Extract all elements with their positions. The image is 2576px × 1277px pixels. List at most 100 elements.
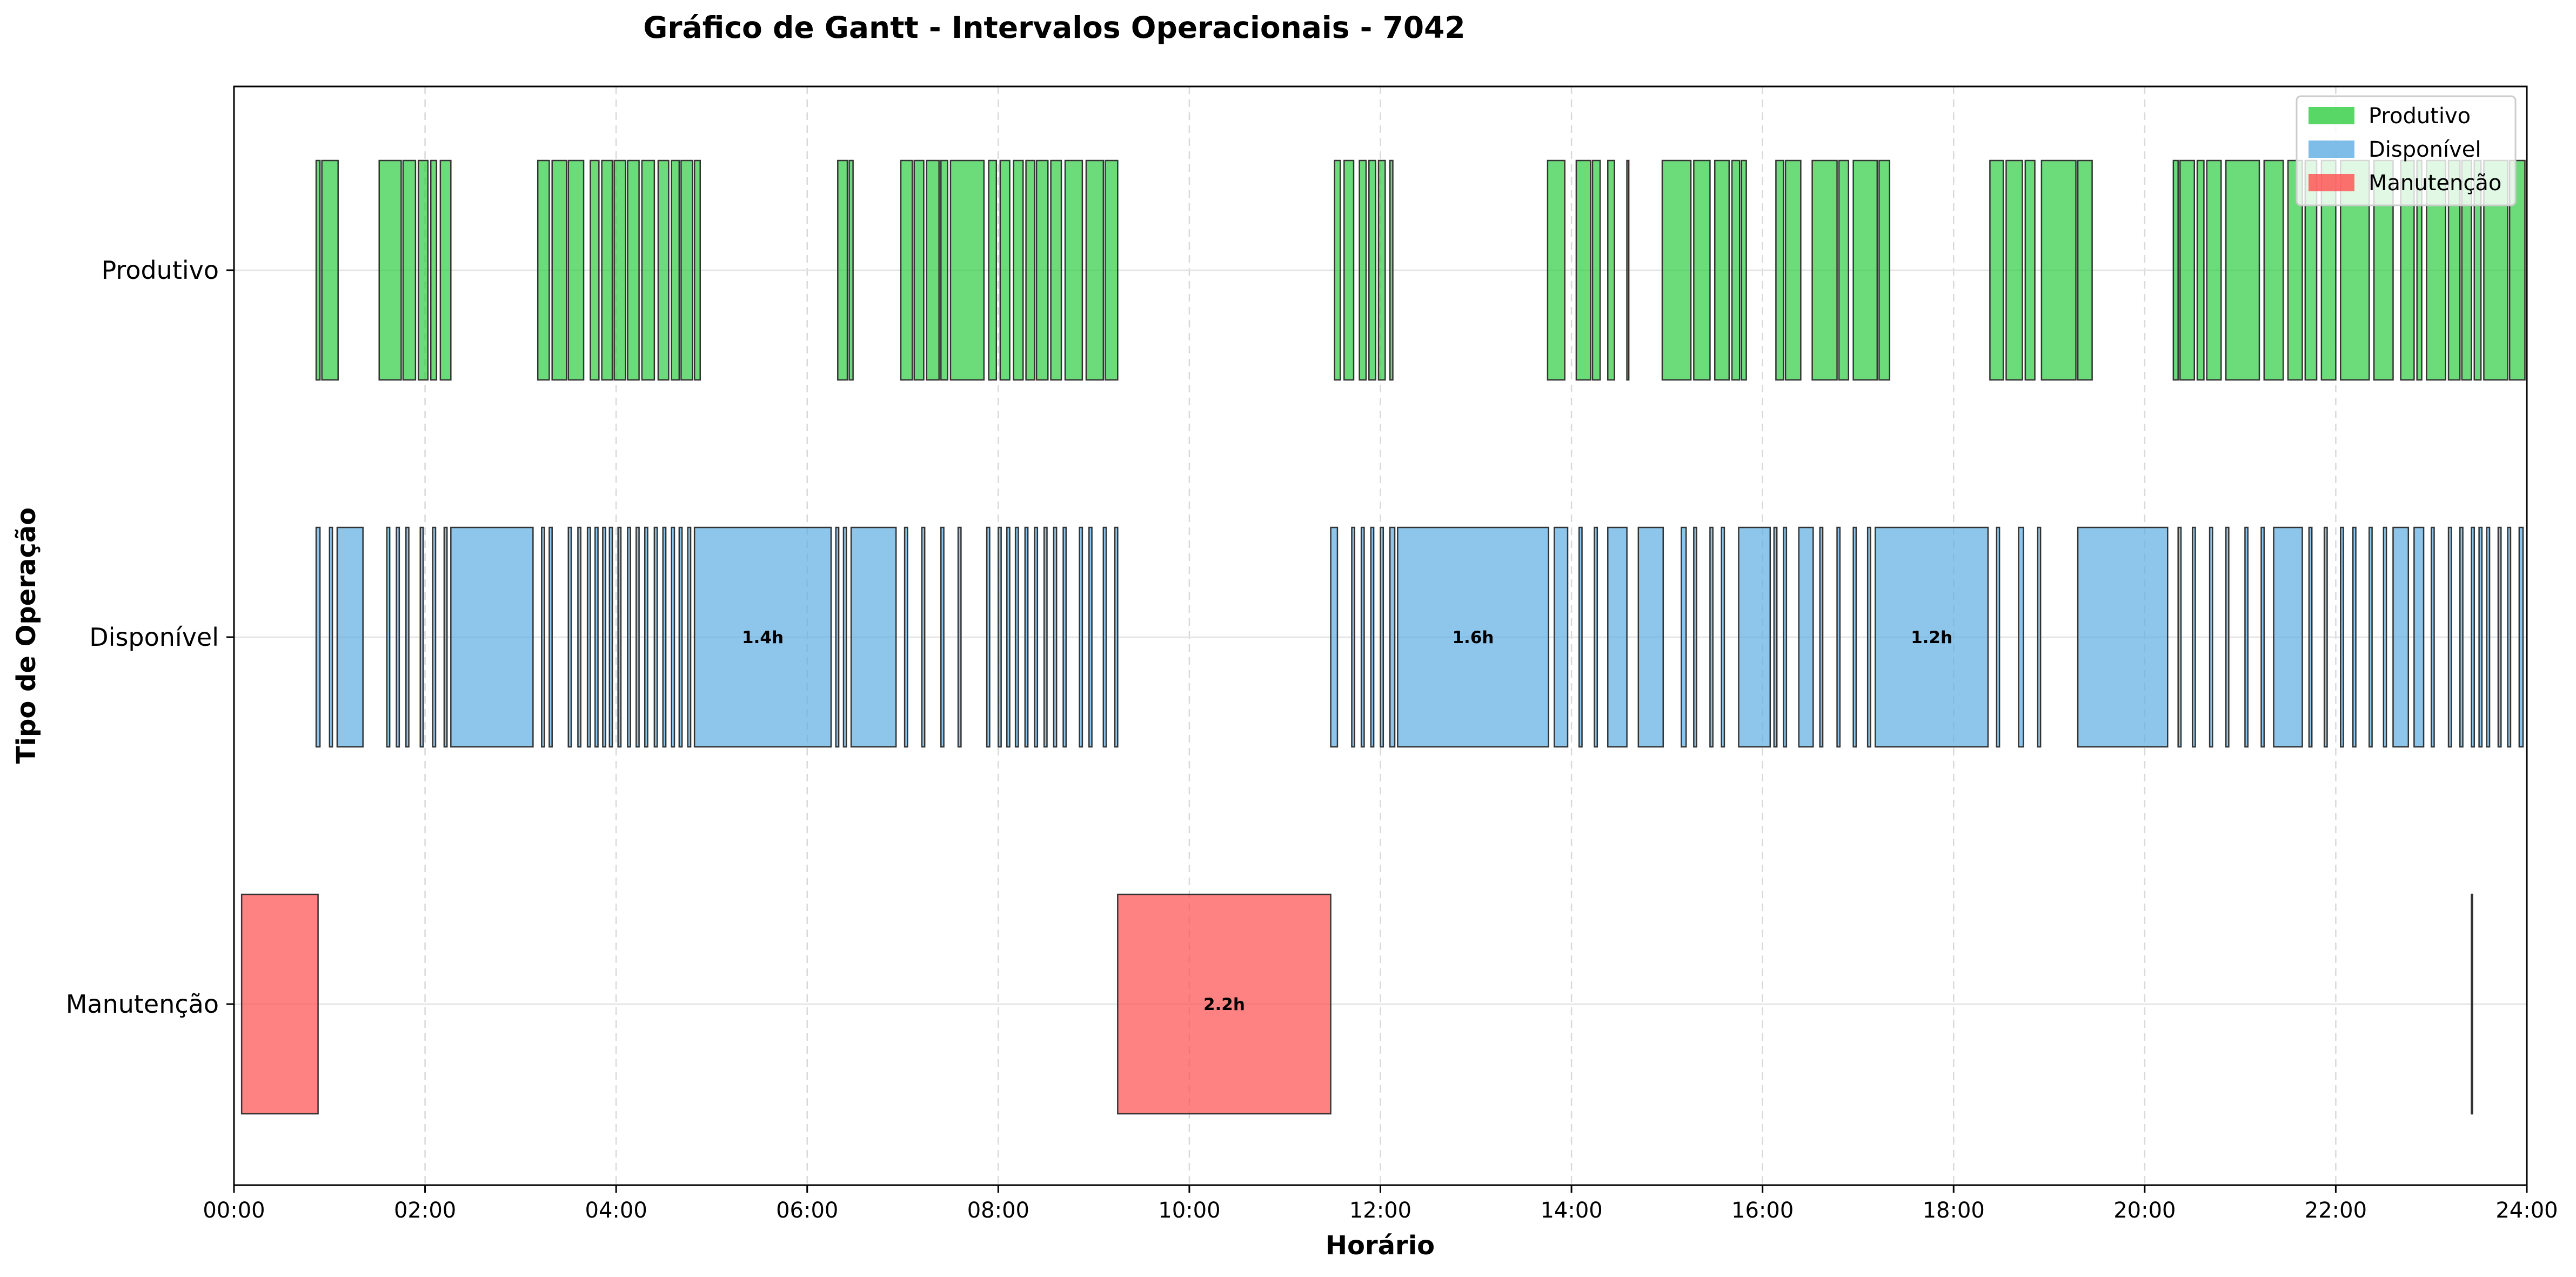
- bar-disponivel: [687, 526, 692, 748]
- bar-produtivo: [2225, 159, 2260, 381]
- legend: Produtivo Disponível Manutenção: [2296, 95, 2517, 206]
- bar-produtivo: [680, 159, 693, 381]
- bar-disponivel: [315, 526, 321, 748]
- bar-disponivel: [1351, 526, 1356, 748]
- bar-disponivel: [2478, 526, 2483, 748]
- bar-disponivel: [396, 526, 400, 748]
- bar-produtivo: [1343, 159, 1355, 381]
- bar-produtivo: [2005, 159, 2023, 381]
- bar-disponivel: [1578, 526, 1583, 748]
- bar-produtivo: [2263, 159, 2284, 381]
- bar-produtivo: [1085, 159, 1105, 381]
- bar-disponivel: [586, 526, 591, 748]
- bar-manutencao: [1117, 893, 1332, 1115]
- legend-label-manutencao: Manutenção: [2368, 171, 2501, 196]
- x-tick-label: 22:00: [2305, 1198, 2367, 1223]
- bar-disponivel: [1819, 526, 1824, 748]
- bar-disponivel: [940, 526, 945, 748]
- bar-disponivel: [386, 526, 391, 748]
- bar-disponivel: [2018, 526, 2024, 748]
- y-ticks: Produtivo Disponível Manutenção: [66, 256, 234, 1019]
- bar-disponivel: [2447, 526, 2452, 748]
- bar-disponivel: [419, 526, 424, 748]
- bar-produtivo: [1025, 159, 1035, 381]
- bar-duration-label: 1.2h: [1911, 628, 1952, 647]
- bar-disponivel: [1836, 526, 1841, 748]
- chart-title: Gráfico de Gantt - Intervalos Operaciona…: [643, 10, 1465, 45]
- bar-disponivel: [2497, 526, 2502, 748]
- bar-produtivo: [2172, 159, 2179, 381]
- bar-produtivo: [1389, 159, 1394, 381]
- bar-disponivel: [1554, 526, 1569, 748]
- bar-disponivel: [443, 526, 448, 748]
- bar-produtivo: [1591, 159, 1601, 381]
- bar-disponivel: [1637, 526, 1664, 748]
- bar-disponivel: [1709, 526, 1714, 748]
- bar-produtivo: [1714, 159, 1730, 381]
- bars: [240, 159, 2526, 1115]
- bar-produtivo: [999, 159, 1011, 381]
- bar-disponivel: [594, 526, 599, 748]
- bar-produtivo: [1852, 159, 1878, 381]
- bar-produtivo: [2196, 159, 2205, 381]
- bar-disponivel: [1088, 526, 1093, 748]
- bar-disponivel: [405, 526, 410, 748]
- bar-produtivo: [1607, 159, 1615, 381]
- bar-disponivel: [567, 526, 572, 748]
- bar-disponivel: [1875, 526, 1989, 748]
- bar-disponivel: [432, 526, 437, 748]
- bar-disponivel: [1738, 526, 1771, 748]
- bar-manutencao: [240, 893, 319, 1115]
- bar-produtivo: [1377, 159, 1386, 381]
- bar-labels: 1.4h 1.6h 1.2h 2.2h: [742, 628, 1952, 1014]
- bar-produtivo: [378, 159, 402, 381]
- bar-produtivo: [940, 159, 948, 381]
- legend-label-produtivo: Produtivo: [2368, 104, 2471, 129]
- x-tick-label: 04:00: [585, 1198, 647, 1223]
- bar-produtivo: [567, 159, 585, 381]
- bar-disponivel: [541, 526, 545, 748]
- bar-disponivel: [1783, 526, 1788, 748]
- x-tick-label: 12:00: [1349, 1198, 1411, 1223]
- bar-disponivel: [2077, 526, 2169, 748]
- bar-disponivel: [2413, 526, 2425, 748]
- bar-disponivel: [1062, 526, 1067, 748]
- bar-produtivo: [2077, 159, 2093, 381]
- bar-disponivel: [1079, 526, 1083, 748]
- bar-produtivo: [1013, 159, 1024, 381]
- bar-disponivel: [1102, 526, 1107, 748]
- bar-disponivel: [1034, 526, 1039, 748]
- bar-disponivel: [450, 526, 534, 748]
- bar-produtivo: [402, 159, 417, 381]
- bar-produtivo: [430, 159, 438, 381]
- bar-disponivel: [678, 526, 683, 748]
- bar-disponivel: [671, 526, 675, 748]
- bar-disponivel: [627, 526, 631, 748]
- bar-duration-label: 2.2h: [1203, 995, 1245, 1014]
- bar-produtivo: [1105, 159, 1119, 381]
- bar-disponivel: [602, 526, 606, 748]
- bar-disponivel: [1721, 526, 1725, 748]
- bar-disponivel: [2459, 526, 2464, 748]
- bar-disponivel: [1798, 526, 1814, 748]
- bar-disponivel: [2037, 526, 2042, 748]
- x-tick-label: 10:00: [1158, 1198, 1220, 1223]
- bar-produtivo: [1050, 159, 1062, 381]
- bar-produtivo: [315, 159, 321, 381]
- bar-produtivo: [613, 159, 627, 381]
- x-tick-label: 08:00: [967, 1198, 1029, 1223]
- bar-produtivo: [837, 159, 848, 381]
- bar-disponivel: [1389, 526, 1396, 748]
- bar-disponivel: [2392, 526, 2410, 748]
- x-tick-label: 00:00: [203, 1198, 265, 1223]
- bar-disponivel: [2352, 526, 2357, 748]
- bar-manutencao: [2471, 893, 2473, 1115]
- bar-disponivel: [2368, 526, 2373, 748]
- legend-label-disponivel: Disponível: [2368, 137, 2481, 162]
- bar-disponivel: [1594, 526, 1598, 748]
- bar-disponivel: [2383, 526, 2387, 748]
- bar-disponivel: [1370, 526, 1375, 748]
- bar-disponivel: [2340, 526, 2344, 748]
- bar-disponivel: [2486, 526, 2491, 748]
